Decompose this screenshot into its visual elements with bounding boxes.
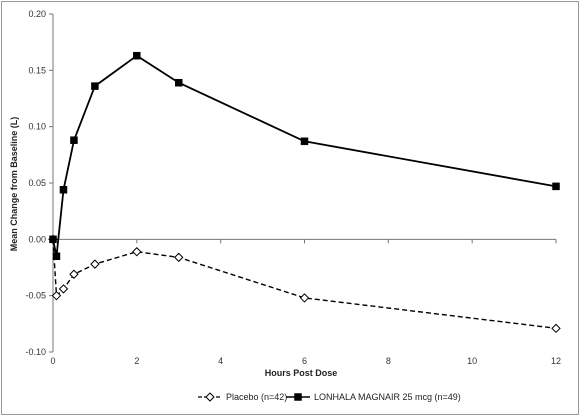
series-line	[52, 239, 557, 329]
y-tick-label: 0.20	[28, 9, 46, 19]
data-point	[132, 247, 142, 257]
x-tick-label: 8	[386, 356, 391, 366]
y-tick-label: -0.05	[25, 291, 46, 301]
data-point	[51, 290, 62, 301]
data-point	[49, 235, 57, 244]
x-tick-label: 10	[467, 356, 477, 366]
y-tick-labels: -0.10 -0.05 0.00 0.05 0.10 0.15 0.20	[25, 9, 46, 357]
data-point	[90, 259, 100, 269]
series-placebo	[48, 234, 561, 334]
legend-label: LONHALA MAGNAIR 25 mcg (n=49)	[314, 392, 461, 402]
data-point	[551, 323, 561, 334]
y-tick-label: 0.10	[28, 122, 46, 132]
series-lonhala	[49, 51, 560, 260]
legend-marker	[205, 392, 215, 402]
x-axis-label: Hours Post Dose	[265, 368, 338, 378]
data-point	[70, 136, 78, 144]
x-tick-label: 2	[134, 356, 139, 366]
x-tick-label: 6	[302, 356, 307, 366]
data-point	[174, 252, 184, 263]
legend-label: Placebo (n=42)	[226, 392, 287, 402]
data-point	[59, 186, 68, 194]
y-tick-label: -0.10	[25, 347, 46, 357]
y-tick-label: 0.15	[28, 65, 46, 75]
data-point	[300, 137, 309, 146]
x-tick-label: 0	[50, 356, 55, 366]
y-axis-label: Mean Change from Baseline (L)	[9, 117, 19, 252]
legend-marker	[294, 393, 302, 401]
data-point	[552, 182, 560, 191]
y-tick-label: 0.00	[28, 234, 46, 244]
data-point	[175, 78, 183, 87]
data-point	[52, 252, 61, 260]
data-point	[91, 82, 99, 90]
data-point	[58, 284, 69, 294]
data-point	[69, 269, 79, 279]
legend: Placebo (n=42) LONHALA MAGNAIR 25 mcg (n=…	[198, 392, 461, 402]
series-line	[52, 54, 557, 257]
series-layer	[48, 51, 561, 334]
x-tick-label: 12	[551, 356, 561, 366]
legend-item: Placebo (n=42)	[198, 392, 287, 402]
data-point	[133, 51, 141, 60]
data-point	[299, 293, 310, 303]
x-tick-labels: 0 2 4 6 8 10 12	[50, 356, 561, 366]
legend-item: LONHALA MAGNAIR 25 mcg (n=49)	[286, 392, 461, 402]
y-tick-label: 0.05	[28, 178, 46, 188]
x-tick-label: 4	[218, 356, 223, 366]
